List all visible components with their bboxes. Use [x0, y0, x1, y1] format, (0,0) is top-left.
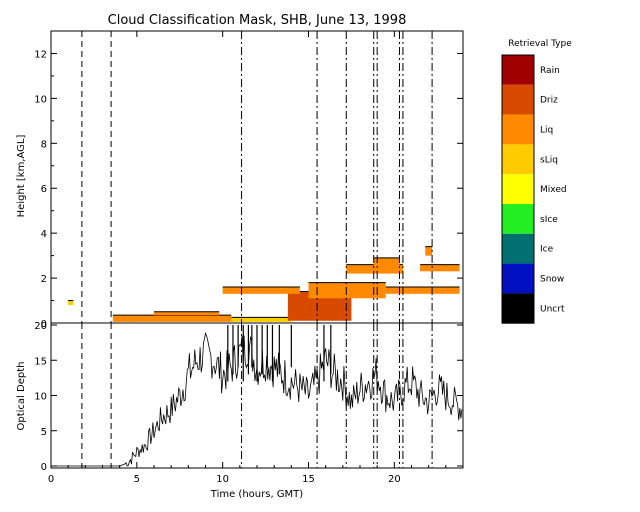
bottom-y-tick-label-1: 5: [41, 427, 47, 438]
cloud-layer-1: [154, 311, 220, 316]
cloud-layer-0: [112, 315, 232, 322]
legend-swatch-mixed: [502, 174, 534, 204]
cloud-layer-9: [420, 264, 460, 272]
legend-label-sice: sIce: [540, 215, 558, 225]
optical-depth-x-label: Time (hours, GMT): [210, 489, 304, 500]
x-tick-label-1: 5: [134, 474, 140, 485]
optical-depth-y-label: Optical Depth: [16, 362, 27, 431]
chart-title: Cloud Classification Mask, SHB, June 13,…: [108, 13, 407, 28]
top-y-tick-label-0: 0: [41, 319, 47, 330]
legend-swatch-snow: [502, 263, 534, 294]
legend-swatch-uncrt: [502, 293, 534, 324]
legend-label-rain: Rain: [540, 66, 560, 76]
legend-swatch-sliq: [502, 144, 534, 175]
optical-depth-x-ticks: 0 5 10 15 20: [48, 31, 447, 485]
optical-depth-time-markers: [81, 323, 433, 468]
cloud-mask-frame: [50, 30, 464, 324]
cloud-layer-8: [385, 287, 460, 294]
bottom-y-tick-label-0: 0: [41, 462, 47, 473]
legend-label-sliq: sLiq: [540, 155, 558, 165]
bottom-y-tick-label-3: 15: [34, 356, 47, 367]
top-y-tick-label-3: 6: [41, 184, 47, 195]
cloud-mask-y-label: Height [km,AGL]: [16, 135, 27, 218]
cloud-layer-7: [373, 257, 400, 270]
legend-swatch-ice: [502, 233, 534, 264]
top-y-tick-label-5: 10: [34, 94, 47, 105]
legend-label-mixed: Mixed: [540, 185, 567, 195]
top-y-tick-label-6: 12: [34, 49, 47, 60]
top-y-tick-label-2: 4: [41, 229, 47, 240]
legend-swatch-rain: [502, 55, 534, 85]
legend-label-driz: Driz: [540, 96, 558, 106]
x-tick-label-3: 15: [302, 474, 315, 485]
cloud-mask-time-markers: [81, 31, 433, 323]
cloud-layer-5: [222, 287, 300, 294]
legend-swatch-liq: [502, 114, 534, 145]
legend-frame: [501, 54, 535, 324]
retrieval-type-legend: Retrieval Type Rain Driz Liq sLiq Mixed sIce I…: [501, 39, 572, 324]
bottom-y-tick-label-2: 10: [34, 392, 47, 403]
legend-label-uncrt: Uncrt: [540, 304, 565, 314]
optical-depth-series: [51, 325, 463, 467]
legend-label-ice: Ice: [540, 245, 554, 255]
cloud-mask-panel: 0 2 4 6 8 10 12 Height [km,AGL]: [16, 30, 464, 330]
top-y-tick-label-4: 8: [41, 139, 47, 150]
legend-label-snow: Snow: [540, 275, 564, 285]
legend-label-liq: Liq: [540, 126, 553, 136]
cloud-mask-y-ticks: 0 2 4 6 8 10 12: [34, 49, 463, 330]
legend-title: Retrieval Type: [508, 39, 572, 49]
optical-depth-y-ticks: 0 5 10 15 20: [34, 321, 463, 473]
cloud-layer-2: [231, 317, 292, 322]
x-tick-label-2: 10: [216, 474, 229, 485]
legend-swatch-driz: [502, 84, 534, 115]
cloud-mask-layers: [68, 246, 460, 322]
cloud-layer-4: [308, 282, 386, 299]
bottom-y-tick-label-4: 20: [34, 321, 47, 332]
cloud-layer-10: [425, 246, 433, 256]
cloud-layer-11: [68, 300, 74, 306]
top-y-tick-label-1: 2: [41, 274, 47, 285]
x-tick-label-0: 0: [48, 474, 54, 485]
x-tick-label-4: 20: [388, 474, 401, 485]
legend-swatch-sice: [502, 204, 534, 234]
